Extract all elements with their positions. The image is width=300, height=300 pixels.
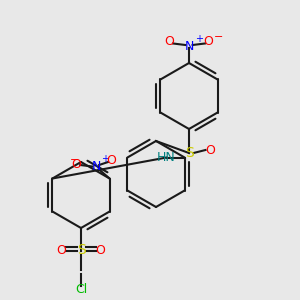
Text: O: O [165,35,174,49]
Text: N: N [92,160,101,173]
Text: −: − [214,32,223,42]
Text: HN: HN [157,151,176,164]
Text: O: O [205,143,215,157]
Text: O: O [72,158,82,172]
Text: S: S [184,146,194,160]
Text: Cl: Cl [75,283,87,296]
Text: S: S [76,244,85,257]
Text: O: O [106,154,116,167]
Text: O: O [57,244,66,257]
Text: O: O [204,35,213,49]
Text: +: + [195,34,203,44]
Text: −: − [70,154,80,165]
Text: N: N [184,40,194,53]
Text: +: + [101,154,110,164]
Text: O: O [96,244,105,257]
